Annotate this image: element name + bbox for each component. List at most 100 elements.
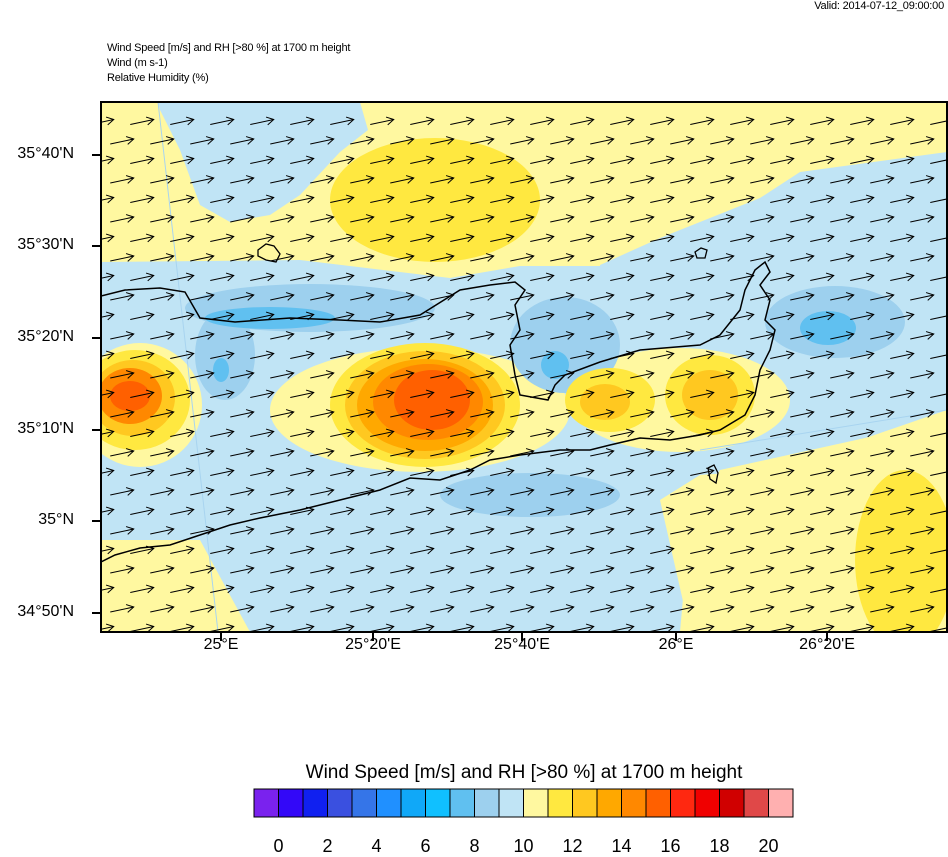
wind-arrow <box>650 623 675 632</box>
wind-arrow <box>430 136 455 145</box>
title-line-1: Wind Speed [m/s] and RH [>80 %] at 1700 … <box>107 42 351 54</box>
wind-arrow <box>310 448 335 457</box>
wind-arrow <box>830 487 855 496</box>
wind-arrow <box>310 565 335 574</box>
wind-arrow <box>170 116 195 126</box>
wind-arrow <box>530 623 555 632</box>
wind-arrow <box>730 311 755 321</box>
wind-arrow <box>410 311 435 321</box>
wind-arrow <box>210 116 235 126</box>
wind-arrow <box>650 194 675 204</box>
wind-arrow <box>630 565 655 574</box>
wind-arrow <box>310 253 335 262</box>
wind-arrow <box>370 116 395 126</box>
wind-arrow <box>710 526 735 535</box>
wind-arrow <box>690 116 715 126</box>
wind-arrow <box>530 194 555 204</box>
wind-arrow <box>810 389 835 399</box>
wind-arrow <box>570 428 595 438</box>
wind-arrow <box>690 506 715 516</box>
wind-arrow <box>69 213 94 226</box>
wind-arrow <box>170 389 195 399</box>
wind-arrow <box>390 214 415 223</box>
wind-arrow <box>150 409 175 418</box>
wind-arrow <box>290 428 315 438</box>
wind-arrow <box>230 292 255 301</box>
wind-arrow <box>750 526 775 535</box>
wind-arrow <box>430 370 455 379</box>
wind-arrow <box>930 311 947 321</box>
wind-arrow <box>830 370 855 379</box>
wind-arrow <box>690 467 715 477</box>
wind-arrow <box>590 604 615 613</box>
wind-arrow <box>910 487 935 496</box>
wind-arrow <box>790 331 815 340</box>
wind-arrow <box>350 292 375 301</box>
wind-arrow <box>750 214 775 223</box>
wind-arrow <box>410 350 435 360</box>
wind-arrow <box>470 448 495 457</box>
wind-arrow <box>290 545 315 555</box>
wind-arrow <box>470 214 495 223</box>
wind-arrow <box>470 136 495 145</box>
wind-arrow <box>110 175 135 184</box>
wind-arrow <box>170 311 195 321</box>
wind-arrow <box>770 311 795 321</box>
wind-arrow <box>69 564 94 577</box>
wind-arrow <box>330 272 355 282</box>
wind-arrow <box>930 233 947 243</box>
wind-arrow <box>650 233 675 243</box>
wind-arrow <box>790 604 815 613</box>
wind-arrow <box>930 389 947 399</box>
wind-arrow <box>270 175 295 184</box>
wind-arrow <box>770 389 795 399</box>
lat-tick-label: 35°30'N <box>17 236 74 253</box>
wind-arrow <box>630 487 655 496</box>
wind-arrow <box>110 565 135 574</box>
wind-arrow <box>290 311 315 321</box>
wind-arrow <box>610 428 635 438</box>
wind-arrow <box>370 584 395 594</box>
wind-arrow <box>670 448 695 457</box>
wind-arrow <box>790 487 815 496</box>
wind-arrow <box>450 584 475 594</box>
wind-arrow <box>570 116 595 126</box>
colorbar-swatch <box>376 788 402 818</box>
wind-arrow <box>370 194 395 204</box>
wind-arrow <box>210 506 235 516</box>
wind-arrow <box>210 545 235 555</box>
wind-arrow <box>390 526 415 535</box>
wind-arrow <box>710 604 735 613</box>
wind-arrow <box>550 370 575 379</box>
wind-arrow <box>910 448 935 457</box>
wind-arrow <box>430 448 455 457</box>
wind-arrow <box>410 233 435 243</box>
wind-arrow <box>350 604 375 613</box>
wind-arrow <box>710 331 735 340</box>
wind-arrow <box>110 253 135 262</box>
wind-arrow <box>810 233 835 243</box>
wind-arrow <box>910 253 935 262</box>
wind-arrow <box>890 389 915 399</box>
wind-arrow <box>650 350 675 360</box>
wind-arrow <box>330 389 355 399</box>
wind-arrow <box>810 584 835 594</box>
wind-arrow <box>150 136 175 145</box>
wind-arrow <box>770 233 795 243</box>
wind-arrow <box>110 604 135 613</box>
wind-arrow <box>550 409 575 418</box>
wind-arrow <box>570 623 595 632</box>
wind-arrow <box>250 428 275 438</box>
wind-arrow <box>730 350 755 360</box>
wind-arrow <box>270 292 295 301</box>
wind-arrow <box>330 584 355 594</box>
wind-arrow <box>130 350 155 360</box>
lat-tick-label: 35°20'N <box>17 328 74 345</box>
wind-arrow <box>110 526 135 535</box>
wind-arrow <box>770 350 795 360</box>
wind-arrow <box>69 369 94 382</box>
wind-arrow <box>570 584 595 594</box>
wind-arrow <box>610 506 635 516</box>
colorbar-swatch <box>694 788 720 818</box>
wind-arrow <box>790 565 815 574</box>
